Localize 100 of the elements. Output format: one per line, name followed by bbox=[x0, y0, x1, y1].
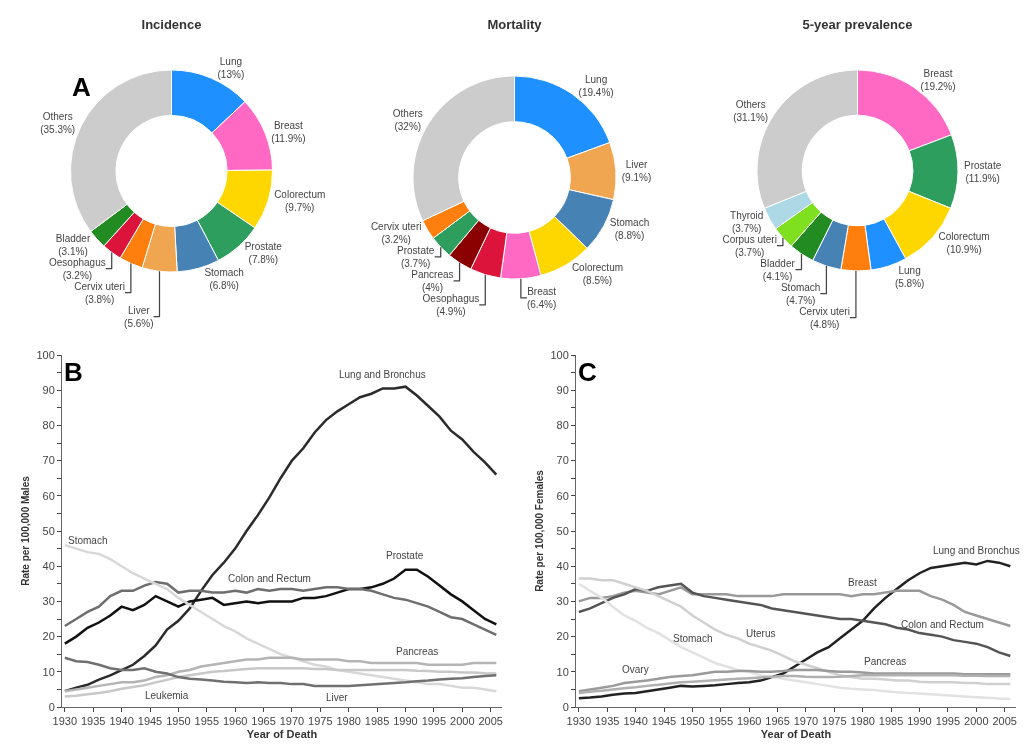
slice-label: Colorectum bbox=[938, 230, 990, 242]
slice-label: Oesophagus bbox=[422, 292, 480, 304]
line-series bbox=[63, 580, 498, 637]
data-label: (3.7%) bbox=[400, 257, 431, 269]
line-series bbox=[63, 568, 498, 645]
y-axis-title: Rate per 100,000 Males bbox=[20, 475, 32, 586]
x-tick-label: 1995 bbox=[935, 715, 961, 728]
slice-label: Others bbox=[735, 98, 766, 110]
slice-label: Liver bbox=[625, 158, 649, 170]
x-tick-label: 1955 bbox=[708, 715, 734, 728]
y-tick-label: 50 bbox=[556, 524, 569, 537]
data-label: (19.4%) bbox=[578, 87, 614, 99]
y-tick-label: 40 bbox=[42, 560, 55, 573]
data-label: (4.7%) bbox=[785, 294, 816, 306]
annotation: C bbox=[578, 357, 597, 387]
y-tick-label: 60 bbox=[556, 489, 569, 502]
series-label: Colon and Rectum bbox=[901, 619, 984, 630]
series-label: Pancreas bbox=[864, 656, 907, 667]
x-tick-label: 1950 bbox=[680, 715, 705, 728]
x-tick-label: 1990 bbox=[907, 715, 932, 728]
x-tick-label: 1930 bbox=[52, 715, 78, 728]
data-label: (3.2%) bbox=[381, 233, 411, 245]
x-tick-label: 1965 bbox=[251, 715, 276, 728]
line-series bbox=[63, 385, 498, 693]
x-tick-label: 1960 bbox=[736, 715, 762, 728]
y-tick-label: 30 bbox=[556, 595, 569, 608]
data-label: (3.1%) bbox=[58, 245, 88, 257]
data-label: (3.2%) bbox=[62, 269, 93, 281]
y-tick-label: 80 bbox=[556, 419, 569, 432]
data-label: (8.8%) bbox=[614, 229, 645, 241]
x-tick-label: 1950 bbox=[166, 715, 191, 728]
data-label: (3.8%) bbox=[84, 293, 115, 305]
x-tick-label: 1980 bbox=[336, 715, 361, 728]
y-tick-label: 60 bbox=[42, 489, 55, 502]
slice-label: Stomach bbox=[204, 267, 244, 279]
y-tick-label: 20 bbox=[556, 630, 569, 643]
data-label: (32%) bbox=[394, 120, 422, 132]
x-tick-label: 1985 bbox=[878, 715, 904, 728]
data-label: (31.1%) bbox=[733, 111, 769, 123]
data-label: (6.4%) bbox=[526, 298, 557, 310]
data-label: (19.2%) bbox=[920, 80, 956, 92]
x-tick-label: 1960 bbox=[222, 715, 248, 728]
y-tick-label: 20 bbox=[42, 630, 55, 643]
x-tick-label: 1975 bbox=[822, 715, 847, 728]
slice-label: Oesophagus bbox=[49, 256, 106, 268]
slice-label: Prostate bbox=[244, 241, 283, 253]
slice-label: Cervix uteri bbox=[799, 305, 850, 317]
slice-label: Prostate bbox=[963, 159, 1002, 171]
y-tick-label: 30 bbox=[42, 595, 55, 608]
slice-label: Corpus uteri bbox=[722, 233, 777, 245]
chart-title: Mortality bbox=[487, 17, 543, 33]
data-label: (9.1%) bbox=[621, 171, 652, 183]
x-tick-label: 1935 bbox=[594, 715, 620, 728]
data-label: (3.7%) bbox=[731, 222, 762, 234]
data-label: (10.9%) bbox=[946, 243, 982, 255]
y-tick-label: 100 bbox=[550, 348, 569, 361]
data-label: (4.9%) bbox=[436, 305, 466, 317]
series-label: Breast bbox=[848, 577, 878, 588]
y-tick-label: 70 bbox=[556, 454, 569, 467]
slice-label: Breast bbox=[923, 67, 953, 79]
slice-label: Lung bbox=[219, 56, 243, 68]
x-tick-label: 1935 bbox=[80, 715, 106, 728]
x-tick-label: 1970 bbox=[279, 715, 305, 728]
x-tick-label: 1985 bbox=[364, 715, 390, 728]
slice-label: Prostate bbox=[397, 244, 435, 256]
series-label: Stomach bbox=[68, 535, 108, 546]
y-tick-label: 90 bbox=[556, 384, 569, 397]
line-series bbox=[577, 586, 1012, 628]
y-tick-label: 50 bbox=[42, 524, 55, 537]
x-tick-label: 1940 bbox=[109, 715, 134, 728]
data-label: (8.5%) bbox=[582, 274, 613, 286]
x-tick-label: 1980 bbox=[850, 715, 875, 728]
series-label: Stomach bbox=[673, 633, 713, 644]
x-tick-label: 1995 bbox=[421, 715, 447, 728]
x-tick-label: 1930 bbox=[566, 715, 592, 728]
y-tick-label: 40 bbox=[556, 560, 569, 573]
text: A bbox=[72, 72, 91, 102]
x-tick-label: 2000 bbox=[964, 715, 989, 728]
series-label: Leukemia bbox=[145, 690, 189, 701]
annotation: B bbox=[64, 357, 83, 387]
slice-label: Breast bbox=[527, 285, 557, 297]
series-label: Prostate bbox=[386, 550, 424, 561]
slice-label: Liver bbox=[127, 304, 151, 316]
data-label: (9.7%) bbox=[284, 202, 315, 214]
slice-label: Cervix uteri bbox=[74, 280, 125, 292]
slice-label: Lung bbox=[584, 74, 608, 86]
x-tick-label: 1945 bbox=[651, 715, 677, 728]
x-tick-label: 1945 bbox=[137, 715, 163, 728]
x-tick-label: 1975 bbox=[308, 715, 333, 728]
data-label: (7.8%) bbox=[248, 254, 279, 266]
data-label: (4.1%) bbox=[762, 270, 793, 282]
y-tick-label: 80 bbox=[42, 419, 55, 432]
data-label: (11.9%) bbox=[271, 132, 306, 144]
data-label: (35.3%) bbox=[40, 124, 76, 136]
slice-label: Cervix uteri bbox=[370, 220, 422, 232]
y-tick-label: 100 bbox=[36, 348, 55, 361]
series-label: Pancreas bbox=[396, 646, 439, 657]
x-tick-label: 1970 bbox=[793, 715, 819, 728]
x-tick-label: 2005 bbox=[992, 715, 1017, 728]
data-label: (6.8%) bbox=[209, 280, 239, 292]
